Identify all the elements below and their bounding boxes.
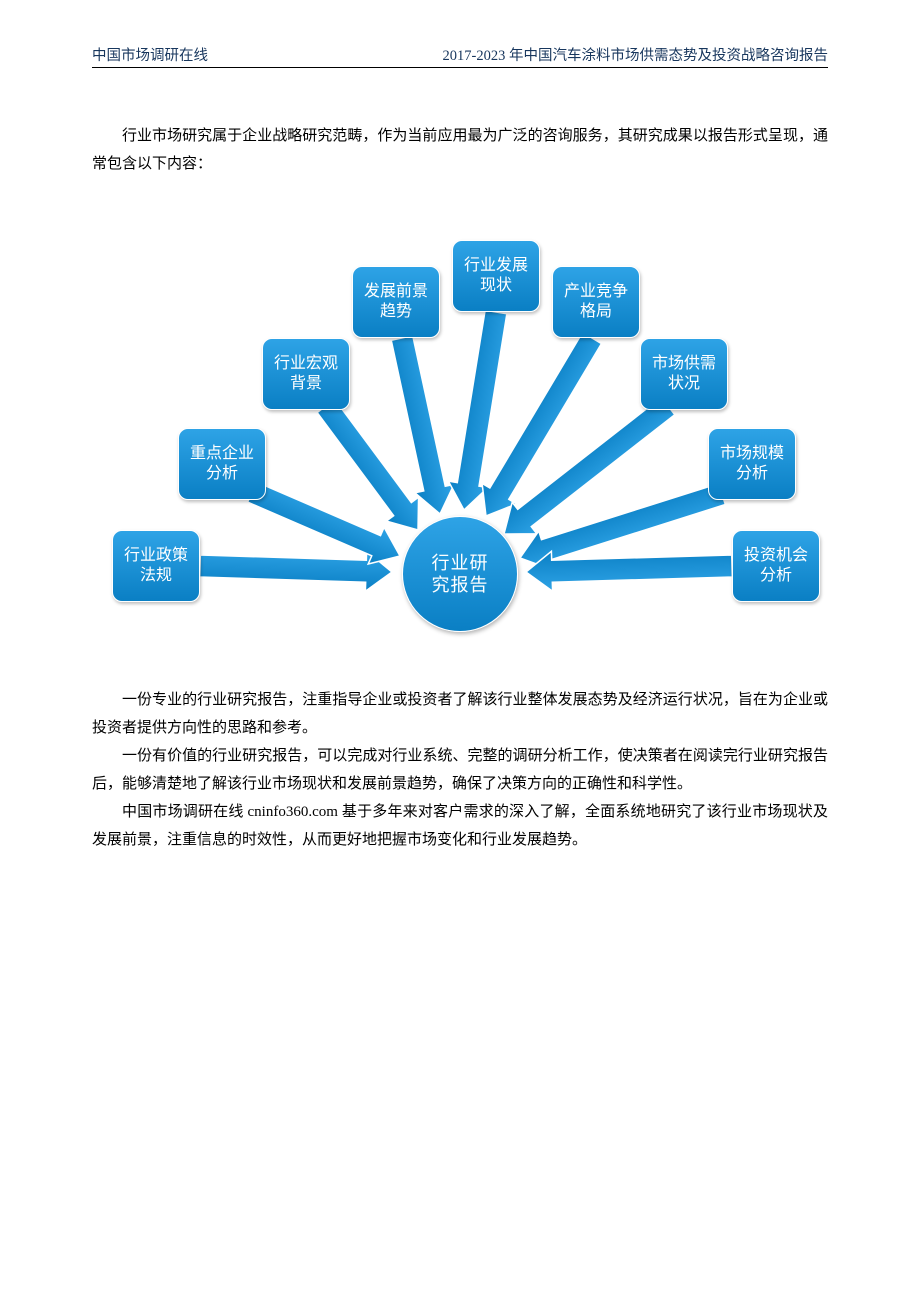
intro-paragraph: 行业市场研究属于企业战略研究范畴，作为当前应用最为广泛的咨询服务，其研究成果以报… [92,122,828,178]
paragraph-2: 一份有价值的行业研究报告，可以完成对行业系统、完整的调研分析工作，使决策者在阅读… [92,742,828,798]
paragraph-1: 一份专业的行业研究报告，注重指导企业或投资者了解该行业整体发展态势及经济运行状况… [92,686,828,742]
arrow-supply [492,390,681,550]
arrow-macro [310,394,434,542]
body-text: 一份专业的行业研究报告，注重指导企业或投资者了解该行业整体发展态势及经济运行状况… [92,686,828,854]
header-left: 中国市场调研在线 [92,44,208,65]
header-right: 2017-2023 年中国汽车涂料市场供需态势及投资战略咨询报告 [443,44,828,65]
arrow-status [444,309,515,513]
intro-text: 行业市场研究属于企业战略研究范畴，作为当前应用最为广泛的咨询服务，其研究成果以报… [92,122,828,178]
node-compete: 产业竞争格局 [552,266,640,338]
arrow-company [244,474,408,575]
node-supply: 市场供需状况 [640,338,728,410]
node-prospect: 发展前景趋势 [352,266,440,338]
node-status: 行业发展现状 [452,240,540,312]
node-invest: 投资机会分析 [732,530,820,602]
arrow-scale [514,475,728,577]
radial-diagram: 行业政策法规 重点企业分析 行业宏观背景发展前景趋势行业发展现状产业竞争格局市场供需… [92,210,828,650]
node-company: 重点企业分析 [178,428,266,500]
arrow-policy [199,546,392,592]
center-node: 行业研究报告 [402,516,518,632]
arrow-invest [525,546,732,592]
paragraph-3: 中国市场调研在线 cninfo360.com 基于多年来对客户需求的深入了解，全… [92,798,828,854]
page-header: 中国市场调研在线 2017-2023 年中国汽车涂料市场供需态势及投资战略咨询报… [92,44,828,68]
node-scale: 市场规模分析 [708,428,796,500]
node-policy: 行业政策法规 [112,530,200,602]
node-macro: 行业宏观背景 [262,338,350,410]
arrow-compete [469,328,609,526]
arrow-prospect [382,334,459,518]
